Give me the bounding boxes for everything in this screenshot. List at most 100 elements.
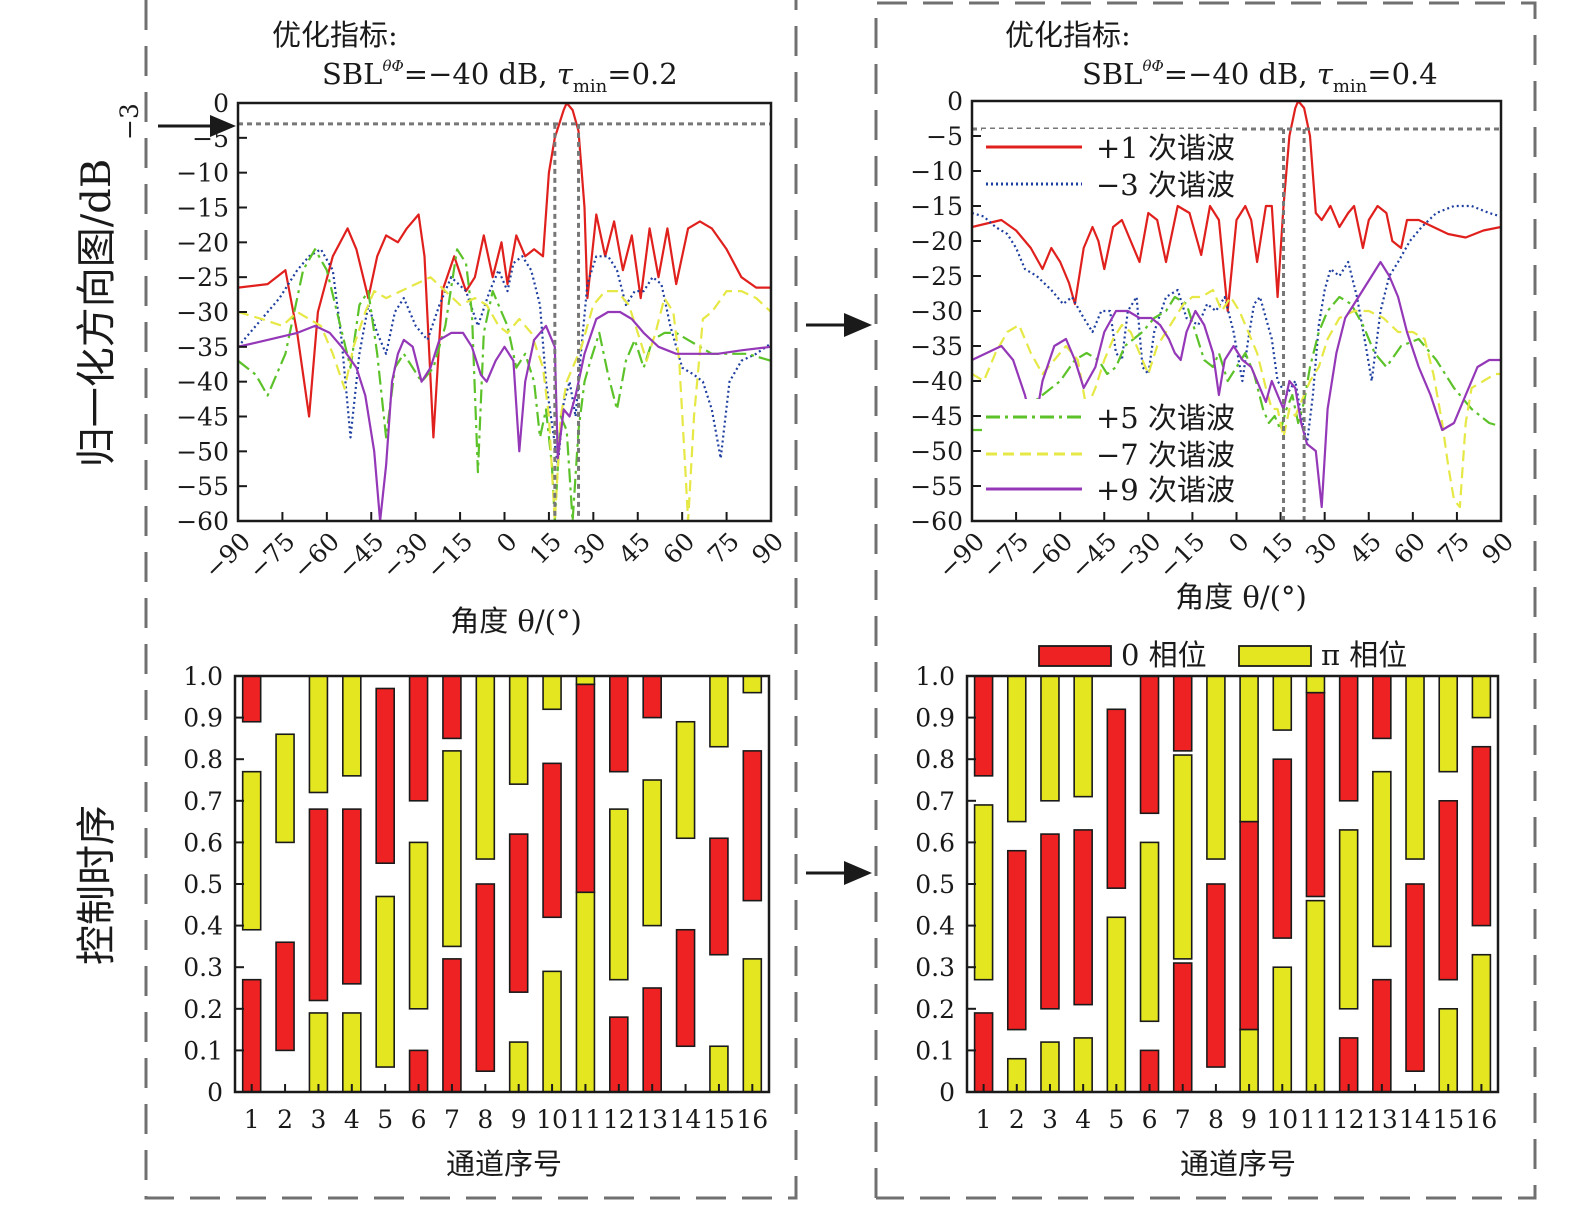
- bar-segment: [675, 928, 696, 1048]
- legend-item-1: +1 次谐波: [982, 129, 1240, 165]
- bar-segment: [1471, 953, 1492, 1093]
- bar-segment: [241, 675, 262, 723]
- legend-item-1: 0 相位: [1038, 638, 1207, 672]
- bar-segment: [1305, 691, 1326, 898]
- y-tick-label: 1.0: [915, 662, 955, 691]
- y-tick-label: −15: [176, 194, 229, 223]
- bar-segment: [1139, 675, 1160, 815]
- y-tick-label: 0.3: [915, 953, 955, 982]
- bar-segment: [408, 841, 429, 1010]
- bar-segment: [1372, 770, 1392, 948]
- x-tick-label: 75: [1432, 527, 1475, 570]
- y-tick-label: 0.6: [915, 828, 955, 857]
- x-tick-label: 30: [569, 527, 612, 570]
- y-tick-label: −35: [176, 333, 229, 362]
- legend-label: +1 次谐波: [1096, 131, 1235, 165]
- x-axis-label-bottom-left: 通道序号: [446, 1147, 562, 1181]
- x-tick-label: 8: [1208, 1105, 1224, 1134]
- y-tick-label: −35: [910, 332, 963, 361]
- x-tick-label: 11: [570, 1105, 602, 1134]
- x-tick-label: 90: [746, 527, 789, 570]
- timing-plot-left: 00.10.20.30.40.50.60.70.80.91.01 2 3 4 5 6 7 8 9…: [183, 662, 771, 1134]
- x-tick-label: 15: [703, 1105, 735, 1134]
- x-tick-label: 6: [1142, 1105, 1158, 1134]
- y-axis-label-top: 归一化方向图/dB: [74, 159, 120, 467]
- x-tick-label: −30: [376, 527, 434, 585]
- x-tick-label: 75: [702, 527, 745, 570]
- y-tick-label: 0.1: [915, 1036, 955, 1065]
- x-tick-label: −60: [287, 527, 345, 585]
- bar-segment: [1338, 675, 1359, 802]
- x-tick-label: 5: [377, 1105, 393, 1134]
- bar-segment: [308, 675, 329, 794]
- x-tick-label: 6: [411, 1105, 427, 1134]
- x-tick-label: 14: [670, 1105, 702, 1134]
- series-line-4: [238, 276, 771, 521]
- x-tick-label: 16: [736, 1105, 768, 1134]
- x-tick-label: 1: [244, 1105, 260, 1134]
- legend-item-3: +5 次谐波: [982, 399, 1240, 435]
- bar-segment: [475, 675, 496, 860]
- y-tick-label: 0.4: [183, 912, 223, 941]
- bar-segment: [342, 1012, 362, 1093]
- bar-segment: [1139, 841, 1160, 1023]
- y-tick-label: −40: [176, 368, 229, 397]
- dashed-frames: [144, 0, 1537, 1200]
- bar-segment: [973, 1012, 994, 1093]
- annotation-spec-right: SBLθΦ=−40 dB, τmin=0.4: [1082, 57, 1438, 97]
- bar-segment: [1438, 1007, 1459, 1093]
- bar-segment: [1239, 675, 1259, 823]
- bar-segment: [1106, 708, 1127, 889]
- x-tick-label: 0: [491, 527, 523, 559]
- bar-segment: [1040, 833, 1060, 1010]
- transition-arrows: [158, 115, 872, 885]
- bar-segment: [1438, 799, 1459, 981]
- x-axis-label-bottom-right: 通道序号: [1180, 1147, 1296, 1181]
- y-tick-label: −45: [910, 402, 963, 431]
- x-tick-label: 14: [1399, 1105, 1431, 1134]
- x-tick-label: 2: [1009, 1105, 1025, 1134]
- x-tick-label: 13: [1366, 1105, 1398, 1134]
- bar-segment: [1372, 978, 1392, 1093]
- plot-area: [238, 103, 771, 521]
- series-line-2: [238, 248, 771, 467]
- bar-segment: [675, 720, 696, 840]
- x-tick-label: 7: [444, 1105, 460, 1134]
- bar-segment: [241, 978, 262, 1093]
- bar-segment: [1405, 883, 1425, 1072]
- bar-segment: [1073, 829, 1093, 1006]
- bar-segment: [475, 883, 496, 1072]
- legend-label: 0 相位: [1121, 638, 1207, 672]
- y-tick-label: −25: [910, 262, 963, 291]
- x-tick-label: 16: [1466, 1105, 1498, 1134]
- x-tick-label: 4: [344, 1105, 360, 1134]
- figure-texts: 优化指标: 优化指标: SBLθΦ=−40 dB, τmin=0.2 SBLθΦ…: [74, 18, 1438, 1181]
- minus3-annotation: −3: [115, 103, 144, 140]
- bar-segment: [1172, 962, 1193, 1093]
- y-tick-label: 0.5: [915, 870, 955, 899]
- bar-segment: [1471, 675, 1492, 719]
- bar-segment: [408, 675, 429, 802]
- y-tick-label: 0.2: [183, 995, 223, 1024]
- bar-segment: [1272, 966, 1293, 1093]
- bar-segment: [508, 675, 529, 785]
- bar-segment: [241, 770, 262, 931]
- bar-segment: [1206, 675, 1226, 860]
- annotation-title-right: 优化指标:: [1005, 18, 1131, 52]
- series-line-5: [238, 310, 771, 521]
- x-tick-label: −30: [1109, 527, 1167, 585]
- x-tick-label: −15: [1153, 527, 1211, 585]
- annotation-spec-left: SBLθΦ=−40 dB, τmin=0.2: [322, 57, 678, 97]
- y-tick-label: −30: [176, 298, 229, 327]
- legend-item-5: +9 次谐波: [982, 471, 1240, 507]
- series-line-1: [238, 103, 771, 439]
- x-tick-label: 9: [1241, 1105, 1257, 1134]
- bar-segment: [642, 675, 662, 719]
- x-tick-label: −75: [977, 527, 1035, 585]
- bar-segment: [973, 804, 994, 981]
- pattern-plot-right: 0−5−10−15−20−25−30−35−40−45−50−55−60−90−…: [910, 87, 1519, 585]
- bar-segment: [1305, 675, 1326, 694]
- bar-segment: [1372, 675, 1392, 740]
- y-tick-label: 0.8: [915, 745, 955, 774]
- bar-segment: [709, 837, 729, 956]
